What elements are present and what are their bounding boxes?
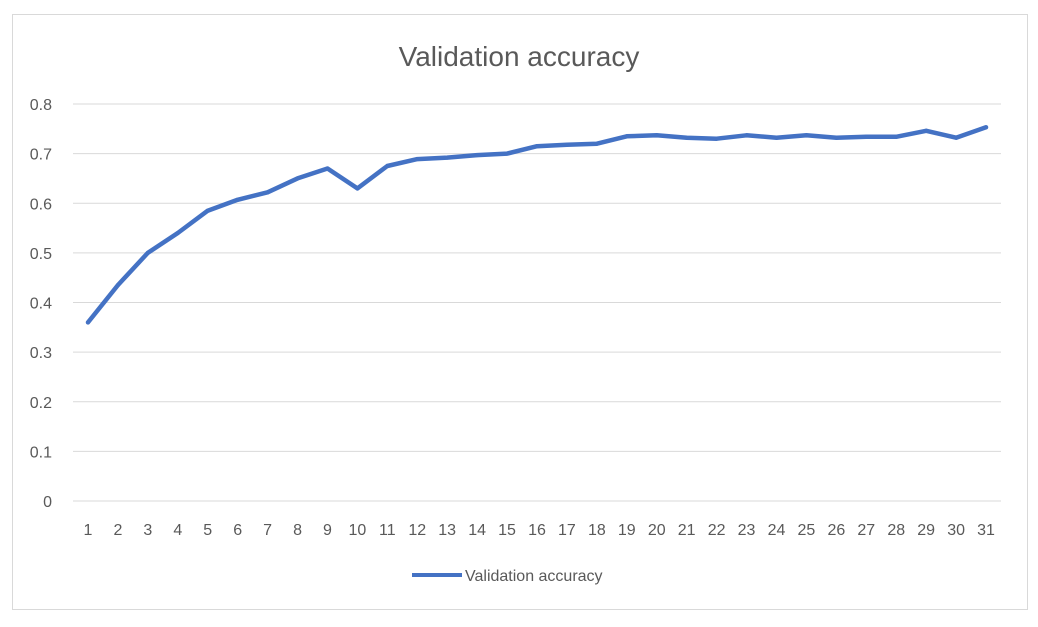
data-point bbox=[295, 176, 300, 181]
data-point bbox=[654, 133, 659, 138]
x-tick-label: 6 bbox=[233, 522, 242, 539]
x-tick-label: 3 bbox=[143, 522, 152, 539]
x-tick-label: 16 bbox=[528, 522, 546, 539]
x-tick-label: 25 bbox=[798, 522, 816, 539]
x-tick-label: 31 bbox=[977, 522, 995, 539]
x-axis-ticks: 1 2 3 4 5 6 7 8 9 10 11 12 13 14 15 16 17 18 19 20 21 22 23 24 2… bbox=[84, 522, 996, 539]
data-point bbox=[864, 134, 869, 139]
y-tick-label: 0.6 bbox=[30, 196, 52, 213]
x-tick-label: 12 bbox=[408, 522, 426, 539]
x-tick-label: 24 bbox=[768, 522, 786, 539]
x-tick-label: 21 bbox=[678, 522, 696, 539]
data-point bbox=[445, 155, 450, 160]
x-tick-label: 4 bbox=[173, 522, 182, 539]
y-axis-ticks: 0 0.1 0.2 0.3 0.4 0.5 0.6 0.7 0.8 bbox=[30, 97, 52, 511]
x-tick-label: 28 bbox=[887, 522, 905, 539]
x-tick-label: 14 bbox=[468, 522, 486, 539]
x-tick-label: 7 bbox=[263, 522, 272, 539]
data-point bbox=[804, 133, 809, 138]
data-point bbox=[325, 166, 330, 171]
data-point bbox=[624, 134, 629, 139]
y-tick-label: 0.4 bbox=[30, 296, 52, 313]
data-point bbox=[954, 135, 959, 140]
data-point bbox=[984, 125, 989, 130]
series-layer bbox=[85, 125, 989, 325]
data-point bbox=[594, 141, 599, 146]
data-point bbox=[85, 320, 90, 325]
data-point bbox=[175, 231, 180, 236]
legend-label: Validation accuracy bbox=[465, 568, 603, 585]
chart-title: Validation accuracy bbox=[399, 41, 640, 72]
data-point bbox=[774, 135, 779, 140]
data-point bbox=[684, 135, 689, 140]
data-point bbox=[714, 136, 719, 141]
data-point bbox=[415, 157, 420, 162]
y-tick-label: 0.1 bbox=[30, 444, 52, 461]
y-tick-label: 0.7 bbox=[30, 147, 52, 164]
data-point bbox=[235, 197, 240, 202]
x-tick-label: 23 bbox=[738, 522, 756, 539]
y-tick-label: 0 bbox=[43, 494, 52, 511]
x-tick-label: 18 bbox=[588, 522, 606, 539]
data-point bbox=[145, 250, 150, 255]
x-tick-label: 2 bbox=[113, 522, 122, 539]
chart-area bbox=[12, 14, 1028, 610]
x-tick-label: 10 bbox=[348, 522, 366, 539]
data-point bbox=[744, 133, 749, 138]
data-point bbox=[115, 283, 120, 288]
data-point bbox=[505, 151, 510, 156]
x-tick-label: 30 bbox=[947, 522, 965, 539]
x-tick-label: 26 bbox=[827, 522, 845, 539]
y-tick-label: 0.5 bbox=[30, 246, 52, 263]
y-tick-label: 0.8 bbox=[30, 97, 52, 114]
gridlines bbox=[73, 103, 1001, 502]
data-point bbox=[385, 164, 390, 169]
x-tick-label: 9 bbox=[323, 522, 332, 539]
x-tick-label: 15 bbox=[498, 522, 516, 539]
legend: Validation accuracy bbox=[412, 568, 603, 585]
y-tick-label: 0.2 bbox=[30, 395, 52, 412]
x-tick-label: 13 bbox=[438, 522, 456, 539]
x-tick-label: 17 bbox=[558, 522, 576, 539]
x-tick-label: 29 bbox=[917, 522, 935, 539]
x-tick-label: 11 bbox=[379, 522, 396, 539]
data-point bbox=[355, 186, 360, 191]
data-point bbox=[265, 190, 270, 195]
data-point bbox=[535, 144, 539, 149]
y-tick-label: 0.3 bbox=[30, 345, 52, 362]
x-tick-label: 19 bbox=[618, 522, 636, 539]
x-tick-label: 5 bbox=[203, 522, 212, 539]
x-tick-label: 8 bbox=[293, 522, 302, 539]
x-tick-label: 1 bbox=[84, 522, 93, 539]
x-tick-label: 22 bbox=[708, 522, 726, 539]
data-point bbox=[564, 142, 569, 147]
data-point bbox=[894, 134, 899, 139]
series-line-0 bbox=[85, 125, 989, 325]
data-point bbox=[475, 153, 480, 158]
data-point bbox=[924, 128, 929, 133]
data-point bbox=[834, 135, 839, 140]
x-tick-label: 20 bbox=[648, 522, 666, 539]
x-tick-label: 27 bbox=[857, 522, 875, 539]
data-point bbox=[205, 208, 210, 213]
